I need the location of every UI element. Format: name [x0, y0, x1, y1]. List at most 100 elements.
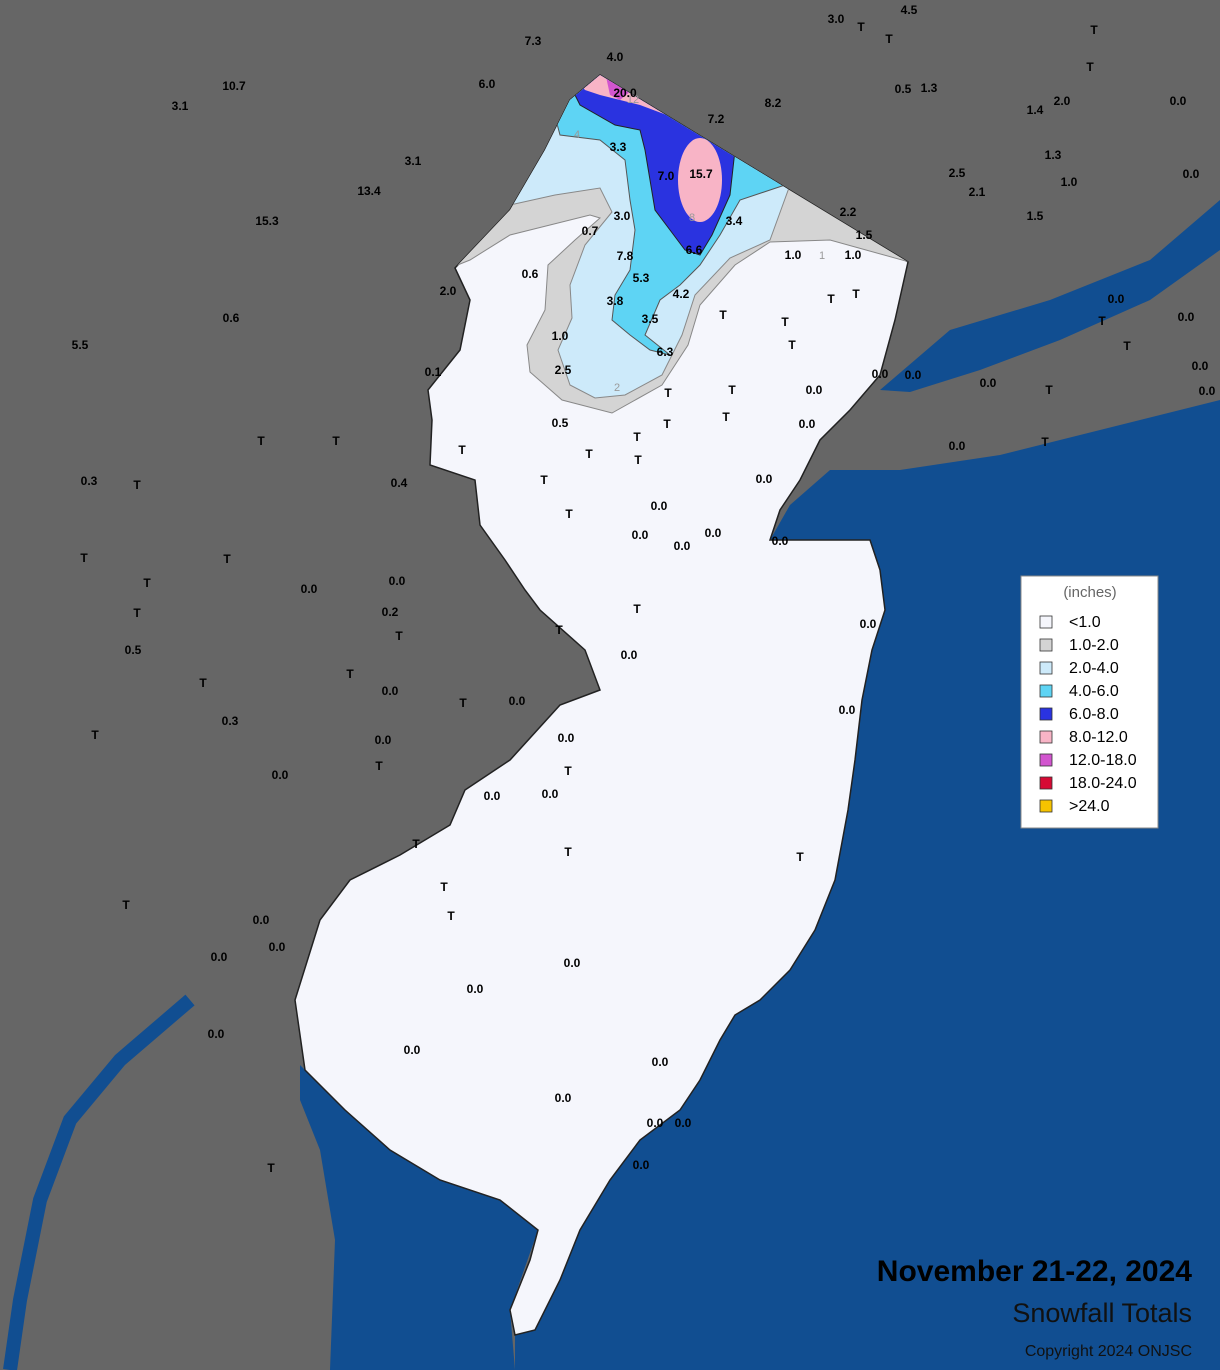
station-value: 1.0 [845, 248, 862, 262]
station-value: 0.0 [632, 528, 649, 542]
station-value: T [1086, 60, 1094, 74]
station-value: 7.3 [525, 34, 542, 48]
station-value: 0.0 [756, 472, 773, 486]
station-value: 3.3 [610, 140, 627, 154]
station-value: 2.5 [555, 363, 572, 377]
station-value: 0.0 [1192, 359, 1209, 373]
station-value: T [633, 430, 641, 444]
station-value: 4.0 [607, 50, 624, 64]
legend-swatch [1039, 799, 1053, 813]
legend-label: 6.0-8.0 [1069, 706, 1119, 723]
station-value: T [857, 20, 865, 34]
station-value: 2.5 [949, 166, 966, 180]
legend-label: 4.0-6.0 [1069, 683, 1119, 700]
station-value: T [1041, 435, 1049, 449]
station-value: T [788, 338, 796, 352]
station-value: 2.0 [1054, 94, 1071, 108]
station-value: 1.0 [1061, 175, 1078, 189]
station-value: 0.4 [391, 476, 408, 490]
station-value: 0.0 [389, 574, 406, 588]
station-value: T [332, 434, 340, 448]
station-value: T [91, 728, 99, 742]
station-value: T [1098, 314, 1106, 328]
contour-label: 1 [819, 250, 825, 262]
station-value: 0.0 [652, 1055, 669, 1069]
station-value: 0.2 [382, 605, 399, 619]
station-value: 13.4 [357, 184, 381, 198]
legend-label: 2.0-4.0 [1069, 660, 1119, 677]
contour-band [678, 138, 722, 222]
station-value: 0.0 [872, 367, 889, 381]
station-value: 0.6 [522, 267, 539, 281]
station-value: T [728, 383, 736, 397]
station-value: T [458, 443, 466, 457]
legend: (inches) <1.0 1.0-2.0 2.0-4.0 4.0-6.0 6.0-8.… [1020, 575, 1159, 829]
station-value: T [852, 287, 860, 301]
station-value: 0.0 [675, 1116, 692, 1130]
station-value: 0.0 [799, 417, 816, 431]
station-value: 20.0 [613, 86, 637, 100]
station-value: 3.1 [405, 154, 422, 168]
station-value: T [664, 386, 672, 400]
station-value: T [346, 667, 354, 681]
legend-title: (inches) [1063, 584, 1116, 601]
station-value: 5.3 [633, 271, 650, 285]
new-jersey [294, 74, 909, 1336]
station-value: T [565, 507, 573, 521]
station-value: T [564, 845, 572, 859]
delaware-bay [300, 1065, 538, 1370]
station-value: T [663, 417, 671, 431]
legend-label: 8.0-12.0 [1069, 729, 1128, 746]
station-value: 0.0 [1199, 384, 1216, 398]
legend-label: >24.0 [1069, 798, 1110, 815]
chesapeake-bay [3, 994, 195, 1370]
station-value: 2.2 [840, 205, 857, 219]
station-value: 1.3 [1045, 148, 1062, 162]
station-value: T [80, 551, 88, 565]
legend-swatch [1039, 707, 1053, 721]
legend-swatch [1039, 661, 1053, 675]
station-value: 7.0 [658, 169, 675, 183]
station-value: 15.7 [689, 167, 713, 181]
station-value: 0.5 [552, 416, 569, 430]
station-value: 3.5 [642, 312, 659, 326]
station-value: 1.0 [552, 329, 569, 343]
station-value: 3.0 [828, 12, 845, 26]
station-value: 0.5 [895, 82, 912, 96]
station-value: T [1090, 23, 1098, 37]
legend-swatch [1039, 638, 1053, 652]
station-value: 6.0 [479, 77, 496, 91]
station-value: 0.0 [949, 439, 966, 453]
station-value: 0.0 [272, 768, 289, 782]
station-value: T [719, 308, 727, 322]
map-subtitle: Snowfall Totals [1012, 1298, 1192, 1328]
station-value: 6.6 [686, 243, 703, 257]
station-value: 0.0 [509, 694, 526, 708]
station-value: 0.0 [674, 539, 691, 553]
station-value: T [122, 898, 130, 912]
station-value: T [585, 447, 593, 461]
station-value: 0.0 [647, 1116, 664, 1130]
legend-label: 18.0-24.0 [1069, 775, 1137, 792]
contour-label: 8 [689, 212, 695, 224]
station-value: 0.0 [633, 1158, 650, 1172]
station-value: T [267, 1161, 275, 1175]
station-value: 0.0 [980, 376, 997, 390]
station-value: T [885, 32, 893, 46]
station-value: 8.2 [765, 96, 782, 110]
legend-label: 1.0-2.0 [1069, 637, 1119, 654]
station-value: 0.0 [1170, 94, 1187, 108]
station-value: 0.0 [839, 703, 856, 717]
station-value: 0.6 [223, 311, 240, 325]
legend-label: <1.0 [1069, 614, 1101, 631]
station-value: 0.0 [905, 368, 922, 382]
station-value: 4.5 [901, 3, 918, 17]
station-value: 0.3 [81, 474, 98, 488]
contour-label: 12 [627, 94, 639, 106]
station-value: 0.0 [1178, 310, 1195, 324]
station-value: T [133, 606, 141, 620]
station-value: 0.0 [564, 956, 581, 970]
station-value: 2.0 [440, 284, 457, 298]
station-value: 0.0 [211, 950, 228, 964]
